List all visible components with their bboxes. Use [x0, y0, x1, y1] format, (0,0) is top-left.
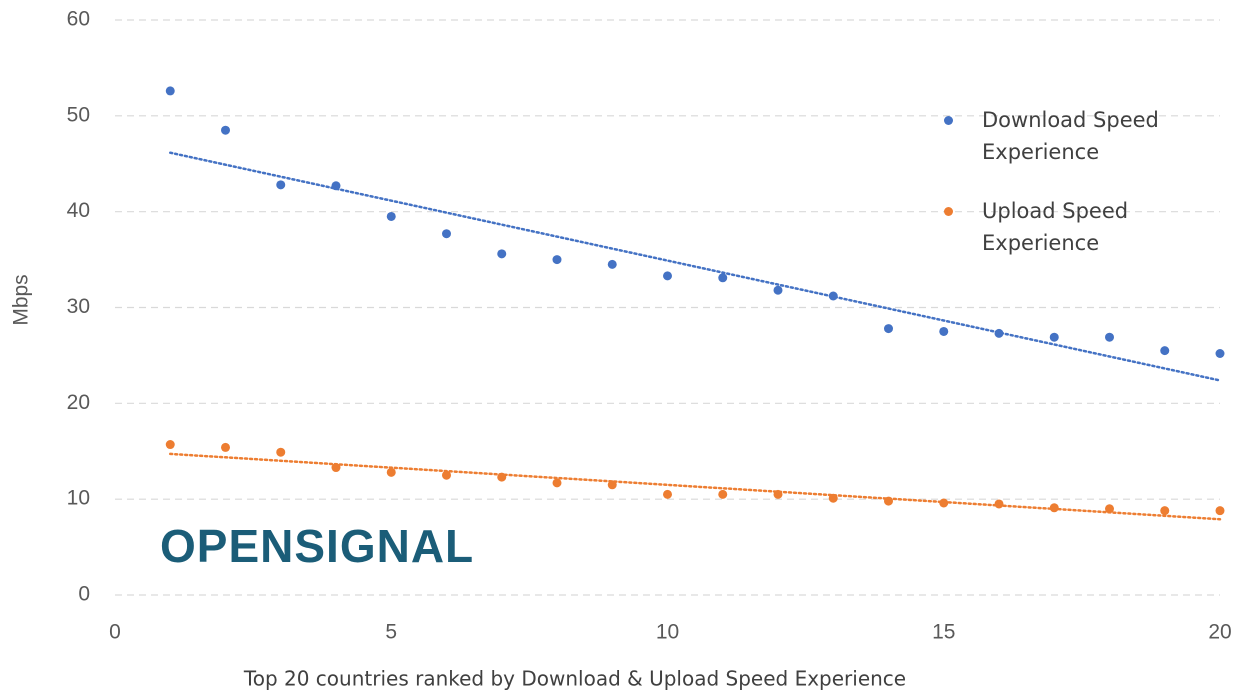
data-point	[1049, 332, 1059, 342]
data-point	[828, 493, 838, 503]
data-point	[1105, 504, 1114, 514]
data-point	[165, 440, 175, 450]
legend-item: Upload Speed Experience	[940, 195, 1200, 259]
data-point	[1215, 349, 1225, 358]
trend-line	[169, 452, 1222, 521]
y-tick-label: 10	[67, 487, 90, 510]
data-point	[828, 291, 838, 301]
x-tick-label: 15	[932, 621, 955, 644]
data-point	[442, 470, 451, 480]
x-tick-label: 0	[109, 621, 121, 644]
data-point	[884, 496, 893, 506]
legend-item: Download Speed Experience	[940, 104, 1200, 168]
data-point	[884, 324, 893, 334]
data-point	[663, 489, 672, 499]
data-point	[331, 463, 341, 473]
data-point	[276, 447, 286, 457]
y-tick-label: 50	[67, 103, 90, 126]
data-point	[221, 125, 230, 135]
logo: OPENSIGNAL	[160, 520, 474, 572]
data-point	[718, 273, 728, 283]
data-point	[1049, 503, 1059, 513]
data-point	[552, 255, 562, 265]
y-tick-label: 60	[67, 8, 90, 31]
x-tick-label: 10	[656, 621, 679, 644]
data-point	[1215, 506, 1225, 516]
data-point	[497, 472, 507, 482]
data-point	[607, 259, 617, 269]
data-point	[386, 467, 396, 477]
data-point	[442, 229, 451, 239]
data-point	[773, 489, 783, 499]
data-point	[165, 86, 175, 96]
x-tick-label: 20	[1208, 621, 1231, 644]
y-tick-label: 30	[67, 295, 90, 318]
legend-label: Download Speed Experience	[982, 108, 1159, 164]
data-point	[1160, 346, 1170, 356]
legend: Download Speed Experience Upload Speed Ex…	[940, 104, 1200, 286]
data-point	[773, 285, 783, 295]
data-point	[276, 180, 286, 190]
data-point	[939, 498, 949, 508]
legend-marker	[944, 116, 953, 125]
data-point	[497, 249, 507, 259]
data-point	[994, 328, 1004, 338]
y-axis-label: Mbps	[10, 274, 33, 325]
data-point	[718, 489, 728, 499]
y-tick-label: 40	[67, 199, 90, 222]
y-tick-label: 20	[67, 391, 90, 414]
data-point	[221, 442, 230, 452]
data-point	[607, 480, 617, 490]
legend-label: Upload Speed Experience	[982, 199, 1129, 255]
data-point	[386, 211, 396, 221]
legend-marker	[944, 207, 953, 216]
trend-line	[169, 151, 1222, 382]
data-point	[939, 326, 949, 336]
x-axis-label: Top 20 countries ranked by Download & Up…	[243, 667, 906, 691]
data-point	[1160, 506, 1170, 516]
x-tick-label: 5	[385, 621, 397, 644]
data-point	[663, 271, 672, 281]
y-tick-label: 0	[78, 583, 90, 606]
data-point	[331, 181, 341, 191]
data-point	[1105, 332, 1114, 342]
data-point	[994, 499, 1004, 509]
data-point	[552, 478, 562, 488]
